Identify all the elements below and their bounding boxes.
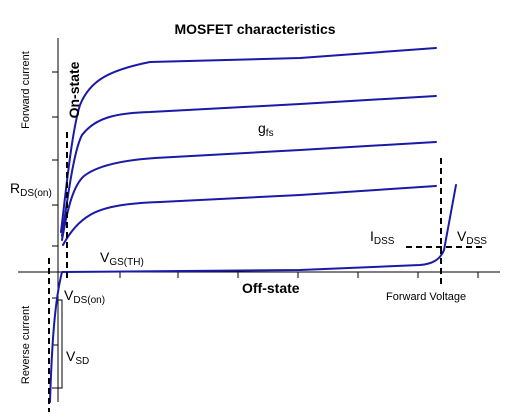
dashed-lines (48, 132, 486, 412)
curve-off-state (49, 184, 457, 403)
off-state-label: Off-state (242, 280, 300, 296)
y-positive-label: Forward current (20, 51, 32, 129)
diagram-title: MOSFET characteristics (174, 21, 335, 37)
gfs-label: gfs (258, 120, 274, 139)
axes (18, 38, 500, 402)
vgs-th-label: VGS(TH) (100, 249, 144, 268)
vds-on-label: VDS(on) (64, 287, 105, 306)
idss-label: IDSS (370, 228, 395, 247)
curve-vgs-2 (61, 95, 437, 237)
rds-on-label: RDS(on) (10, 180, 52, 199)
curve-vgs-1 (60, 47, 437, 233)
curve-vgs-3 (61, 141, 437, 241)
vsd-label: VSD (66, 348, 89, 367)
x-positive-label: Forward Voltage (386, 291, 466, 303)
y-negative-label: Reverse current (20, 306, 32, 384)
on-state-label: On-state (66, 61, 82, 118)
curve-vgs-4 (62, 185, 437, 246)
curves (49, 47, 457, 403)
vdss-label: VDSS (457, 228, 487, 247)
vsd-bracket (58, 299, 63, 389)
